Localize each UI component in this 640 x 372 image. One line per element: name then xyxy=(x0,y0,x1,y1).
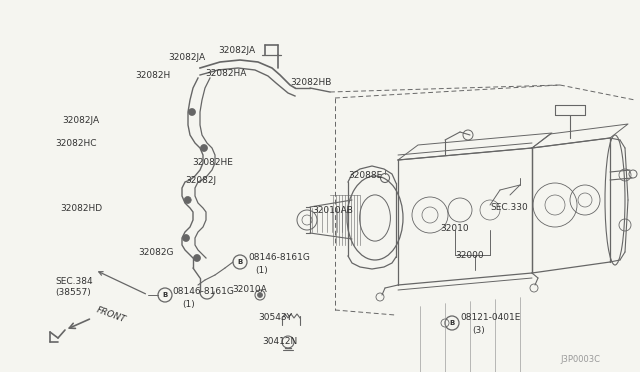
Text: B: B xyxy=(163,292,168,298)
Text: SEC.384: SEC.384 xyxy=(55,278,93,286)
Text: 32000: 32000 xyxy=(455,250,484,260)
Text: 32010AB: 32010AB xyxy=(312,205,353,215)
Text: (1): (1) xyxy=(182,299,195,308)
Text: 30543Y: 30543Y xyxy=(258,314,292,323)
Text: 32082JA: 32082JA xyxy=(62,115,99,125)
Circle shape xyxy=(200,144,207,151)
Text: 08121-0401E: 08121-0401E xyxy=(460,314,520,323)
Circle shape xyxy=(193,254,200,262)
Text: 32082H: 32082H xyxy=(135,71,170,80)
Circle shape xyxy=(184,196,191,203)
Text: 32082HD: 32082HD xyxy=(60,203,102,212)
Text: 32082HB: 32082HB xyxy=(290,77,332,87)
Text: (3): (3) xyxy=(472,326,484,334)
Circle shape xyxy=(189,109,195,115)
Text: (1): (1) xyxy=(255,266,268,275)
Circle shape xyxy=(257,292,262,298)
Text: 32082HC: 32082HC xyxy=(55,138,97,148)
Text: 32082J: 32082J xyxy=(185,176,216,185)
Text: B: B xyxy=(449,320,454,326)
Text: (38557): (38557) xyxy=(55,288,91,296)
Text: 32082JA: 32082JA xyxy=(168,52,205,61)
Text: B: B xyxy=(237,259,243,265)
Text: 30412N: 30412N xyxy=(262,337,297,346)
Text: 32082HA: 32082HA xyxy=(205,68,246,77)
Text: 32088E: 32088E xyxy=(348,170,382,180)
Text: FRONT: FRONT xyxy=(95,305,127,324)
Text: 08146-8161G: 08146-8161G xyxy=(172,288,234,296)
Text: 32082G: 32082G xyxy=(138,247,173,257)
Text: 32082HE: 32082HE xyxy=(192,157,233,167)
Text: 32010: 32010 xyxy=(440,224,468,232)
Circle shape xyxy=(182,234,189,241)
Text: 08146-8161G: 08146-8161G xyxy=(248,253,310,263)
Text: J3P0003C: J3P0003C xyxy=(560,356,600,365)
Text: 32010A: 32010A xyxy=(232,285,267,295)
Text: SEC.330: SEC.330 xyxy=(490,202,528,212)
Text: 32082JA: 32082JA xyxy=(218,45,255,55)
